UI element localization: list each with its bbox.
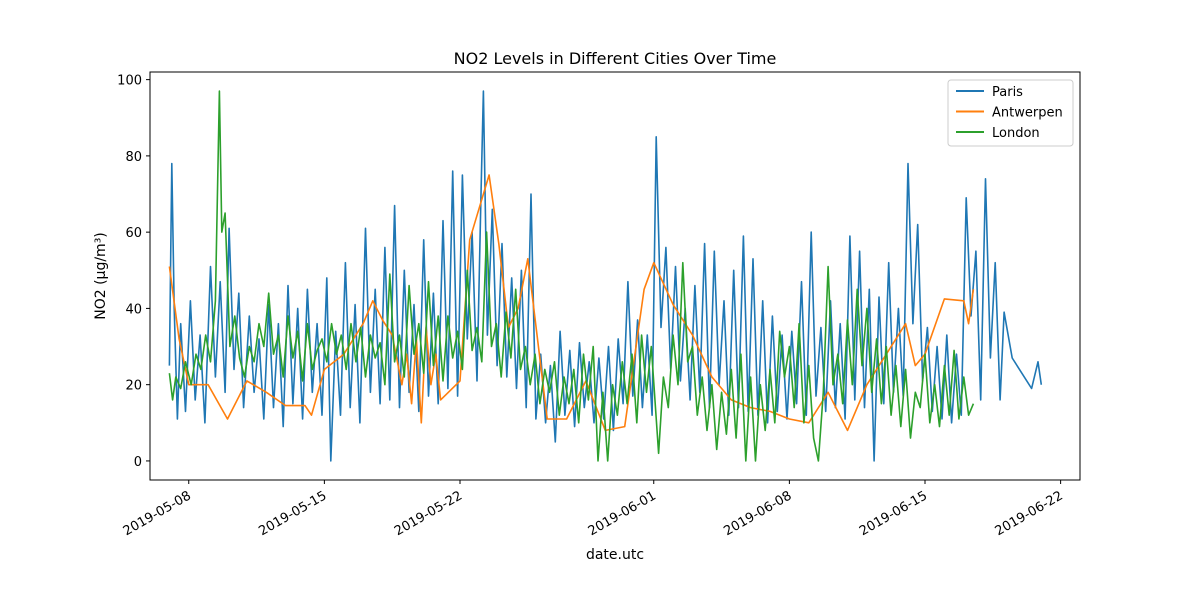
y-axis-label: NO2 (µg/m³) xyxy=(93,232,109,320)
legend-entry: Antwerpen xyxy=(992,106,1063,121)
legend-entry: Paris xyxy=(992,85,1023,100)
legend-entry: London xyxy=(992,126,1040,141)
series-lines xyxy=(168,90,1043,462)
y-tick-label: 100 xyxy=(117,74,142,89)
chart-title: NO2 Levels in Different Cities Over Time xyxy=(454,49,777,68)
y-tick-label: 60 xyxy=(125,226,142,241)
y-axis-ticks: 0 20 40 60 80 100 xyxy=(117,74,150,470)
y-tick-label: 20 xyxy=(125,379,142,394)
legend-box xyxy=(947,79,1074,147)
x-axis-label: date.utc xyxy=(586,547,644,563)
series-line-london xyxy=(168,90,975,462)
y-tick-label: 80 xyxy=(125,150,142,165)
y-tick-label: 40 xyxy=(125,302,142,317)
y-tick-label: 0 xyxy=(134,455,142,470)
plot-frame xyxy=(149,71,1081,481)
legend: Paris Antwerpen London xyxy=(947,79,1074,147)
series-line-paris xyxy=(168,90,1043,462)
